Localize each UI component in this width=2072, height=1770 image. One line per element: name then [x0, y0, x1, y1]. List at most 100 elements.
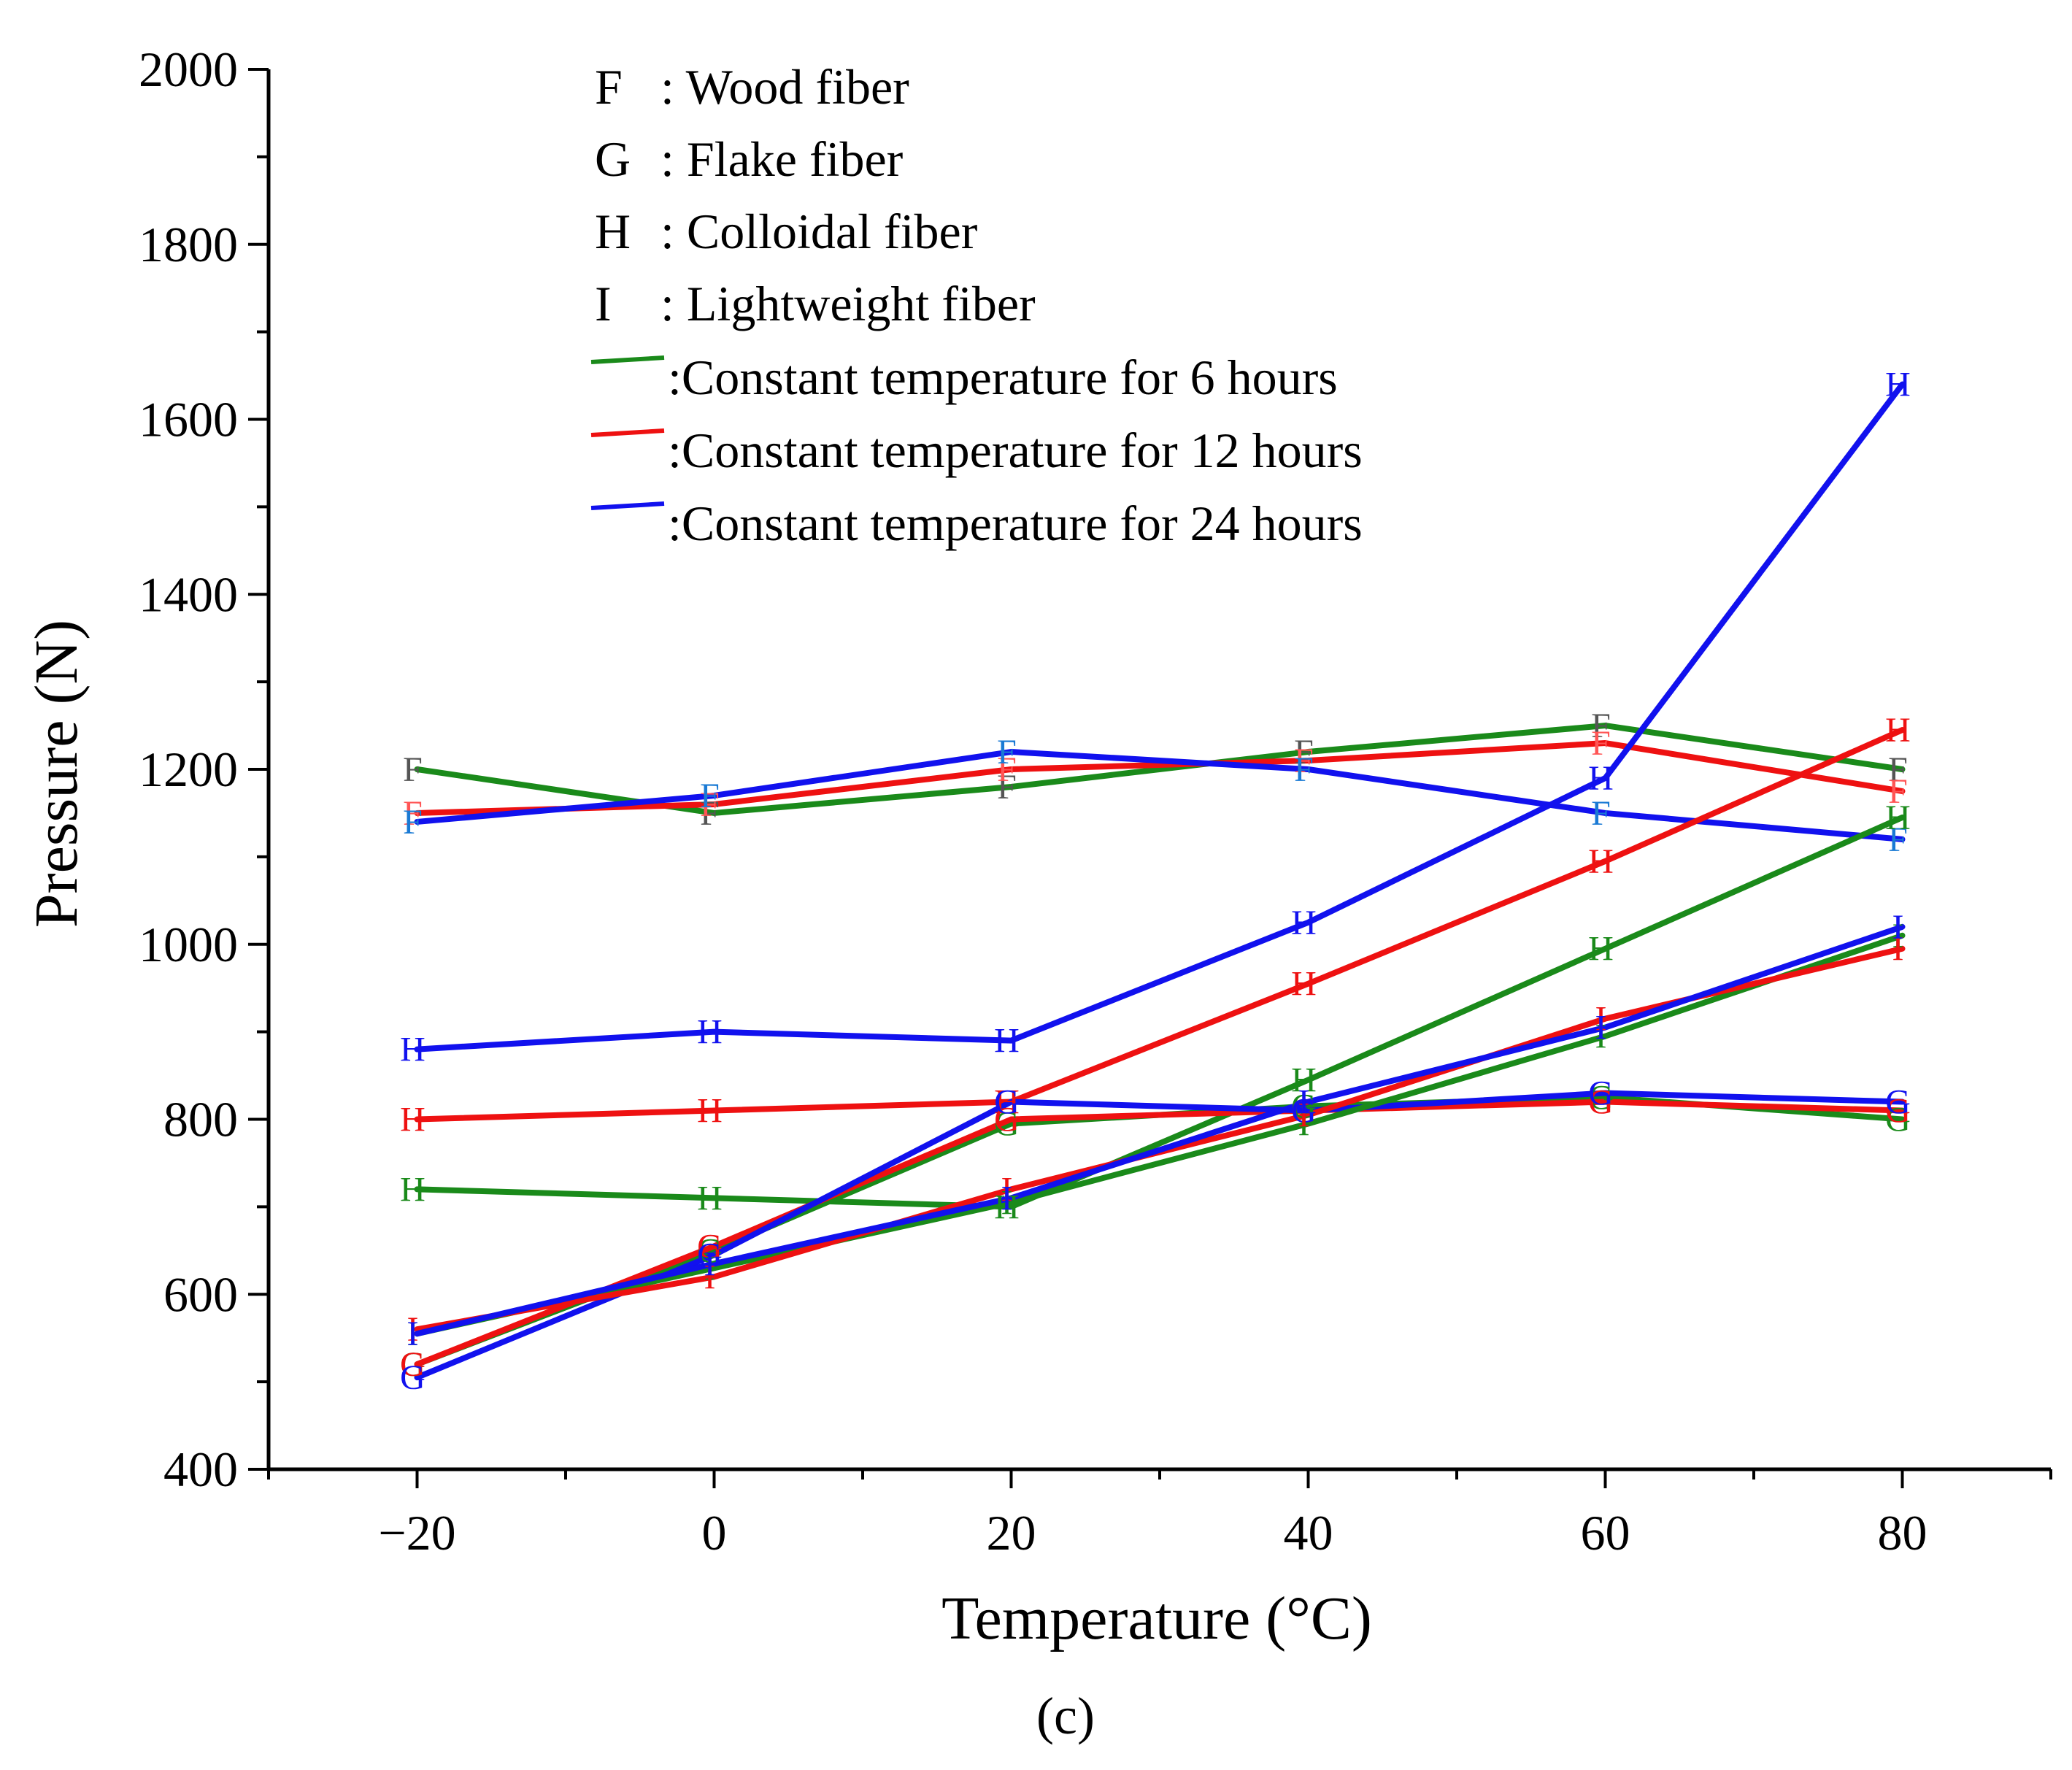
x-tick-label: 40 [1284, 1505, 1333, 1561]
data-marker-f: F [1591, 707, 1611, 745]
x-tick-label: −20 [378, 1505, 455, 1561]
plot-lines [414, 381, 1906, 1381]
data-marker-i: I [704, 1258, 716, 1296]
data-marker-g: G [400, 1345, 425, 1384]
series-line-h-12h [414, 727, 1906, 1123]
data-marker-h: H [400, 1170, 425, 1209]
data-marker-h: H [400, 1101, 425, 1139]
data-marker-g: G [697, 1227, 723, 1266]
y-tick-label: 600 [163, 1266, 238, 1322]
data-marker-h: H [1291, 904, 1317, 942]
x-tick-label: 60 [1581, 1505, 1630, 1561]
data-marker-h: H [697, 1179, 723, 1217]
series-line-g-6h [414, 1094, 1906, 1368]
data-marker-f: F [1591, 724, 1611, 763]
series-line-g-12h [414, 1098, 1906, 1368]
legend-fiber-marker: H [595, 204, 631, 259]
y-tick-label: 400 [163, 1442, 238, 1497]
data-marker-i: I [1298, 1096, 1310, 1135]
data-marker-i: I [704, 1249, 716, 1288]
data-marker-f: F [1888, 772, 1908, 811]
y-tick-label: 1800 [139, 217, 238, 272]
data-marker-i: I [1298, 1083, 1310, 1122]
legend-fiber-marker: I [595, 276, 612, 331]
x-axis-title: Temperature (°C) [941, 1585, 1372, 1652]
data-marker-f: F [1888, 750, 1908, 789]
legend-fiber-marker: F [595, 59, 623, 115]
data-marker-i: I [704, 1244, 716, 1283]
legend-fiber-label: : Flake fiber [661, 131, 904, 187]
data-marker-f: F [1294, 750, 1314, 789]
legend-fiber-marker: G [595, 131, 631, 187]
y-axis-title: Pressure (N) [23, 620, 90, 928]
data-marker-g: G [1885, 1092, 1911, 1131]
series-line-f-24h [414, 749, 1906, 842]
data-marker-h: H [1885, 711, 1911, 750]
legend-line-swatch [590, 428, 665, 437]
data-marker-i: I [1892, 930, 1904, 969]
y-tick-label: 2000 [139, 42, 238, 97]
y-tick-label: 1600 [139, 392, 238, 447]
data-marker-i: I [1892, 917, 1904, 955]
data-marker-g: G [1291, 1092, 1317, 1131]
series-line-g-24h [414, 1090, 1906, 1381]
data-marker-g: G [697, 1231, 723, 1270]
series-line-h-24h [414, 381, 1906, 1053]
y-tick-label: 800 [163, 1092, 238, 1147]
y-tick-label: 1000 [139, 917, 238, 972]
data-marker-i: I [407, 1315, 419, 1353]
data-marker-i: I [1298, 1104, 1310, 1143]
series-line-i-24h [414, 923, 1906, 1337]
x-tick-label: 20 [987, 1505, 1036, 1561]
data-marker-f: F [1294, 742, 1314, 780]
data-marker-h: H [697, 1013, 723, 1052]
data-marker-i: I [407, 1310, 419, 1349]
x-tick-label: 80 [1878, 1505, 1927, 1561]
series-line-f-12h [414, 740, 1906, 816]
data-marker-h: H [1291, 1061, 1317, 1100]
legend-line-swatch [590, 355, 665, 364]
legend: F: Wood fiber G: Flake fiber H: Colloidal … [590, 59, 1363, 551]
series-line-i-6h [414, 932, 1906, 1337]
data-marker-i: I [1001, 1179, 1013, 1217]
series-line-h-6h [414, 814, 1906, 1210]
data-marker-g: G [400, 1358, 425, 1397]
y-tick-label: 1400 [139, 566, 238, 622]
data-marker-f: F [700, 794, 720, 833]
data-marker-h: H [1588, 759, 1614, 798]
legend-line-label: :Constant temperature for 6 hours [668, 350, 1338, 405]
x-tick-label: 0 [702, 1505, 727, 1561]
data-marker-h: H [1291, 965, 1317, 1004]
data-marker-h: H [994, 1083, 1020, 1122]
data-marker-h: H [1588, 930, 1614, 969]
data-marker-h: H [400, 1031, 425, 1069]
data-marker-f: F [997, 750, 1017, 789]
data-marker-f: F [997, 733, 1017, 772]
data-marker-f: F [1888, 820, 1908, 859]
y-tick-label: 1200 [139, 742, 238, 797]
legend-line-label: :Constant temperature for 24 hours [668, 496, 1363, 551]
data-marker-h: H [697, 1092, 723, 1131]
data-marker-f: F [1591, 794, 1611, 833]
data-marker-f: F [997, 768, 1017, 807]
legend-line-swatch [590, 501, 665, 510]
data-marker-i: I [1001, 1170, 1013, 1209]
legend-line-label: :Constant temperature for 12 hours [668, 423, 1363, 478]
data-marker-h: H [994, 1022, 1020, 1061]
figure-caption: (c) [1036, 1687, 1095, 1745]
data-marker-i: I [1892, 908, 1904, 947]
data-marker-f: F [403, 803, 423, 842]
data-marker-g: G [1291, 1092, 1317, 1131]
data-marker-i: I [1001, 1183, 1013, 1222]
data-marker-g: G [400, 1345, 425, 1384]
data-marker-i: I [407, 1315, 419, 1353]
data-marker-h: H [1885, 366, 1911, 404]
data-marker-g: G [1885, 1101, 1911, 1139]
data-marker-f: F [1294, 733, 1314, 772]
data-marker-f: F [403, 794, 423, 833]
data-marker-f: F [700, 777, 720, 815]
data-marker-g: G [1291, 1088, 1317, 1126]
legend-fiber-label: : Colloidal fiber [661, 204, 978, 259]
data-marker-h: H [994, 1188, 1020, 1226]
